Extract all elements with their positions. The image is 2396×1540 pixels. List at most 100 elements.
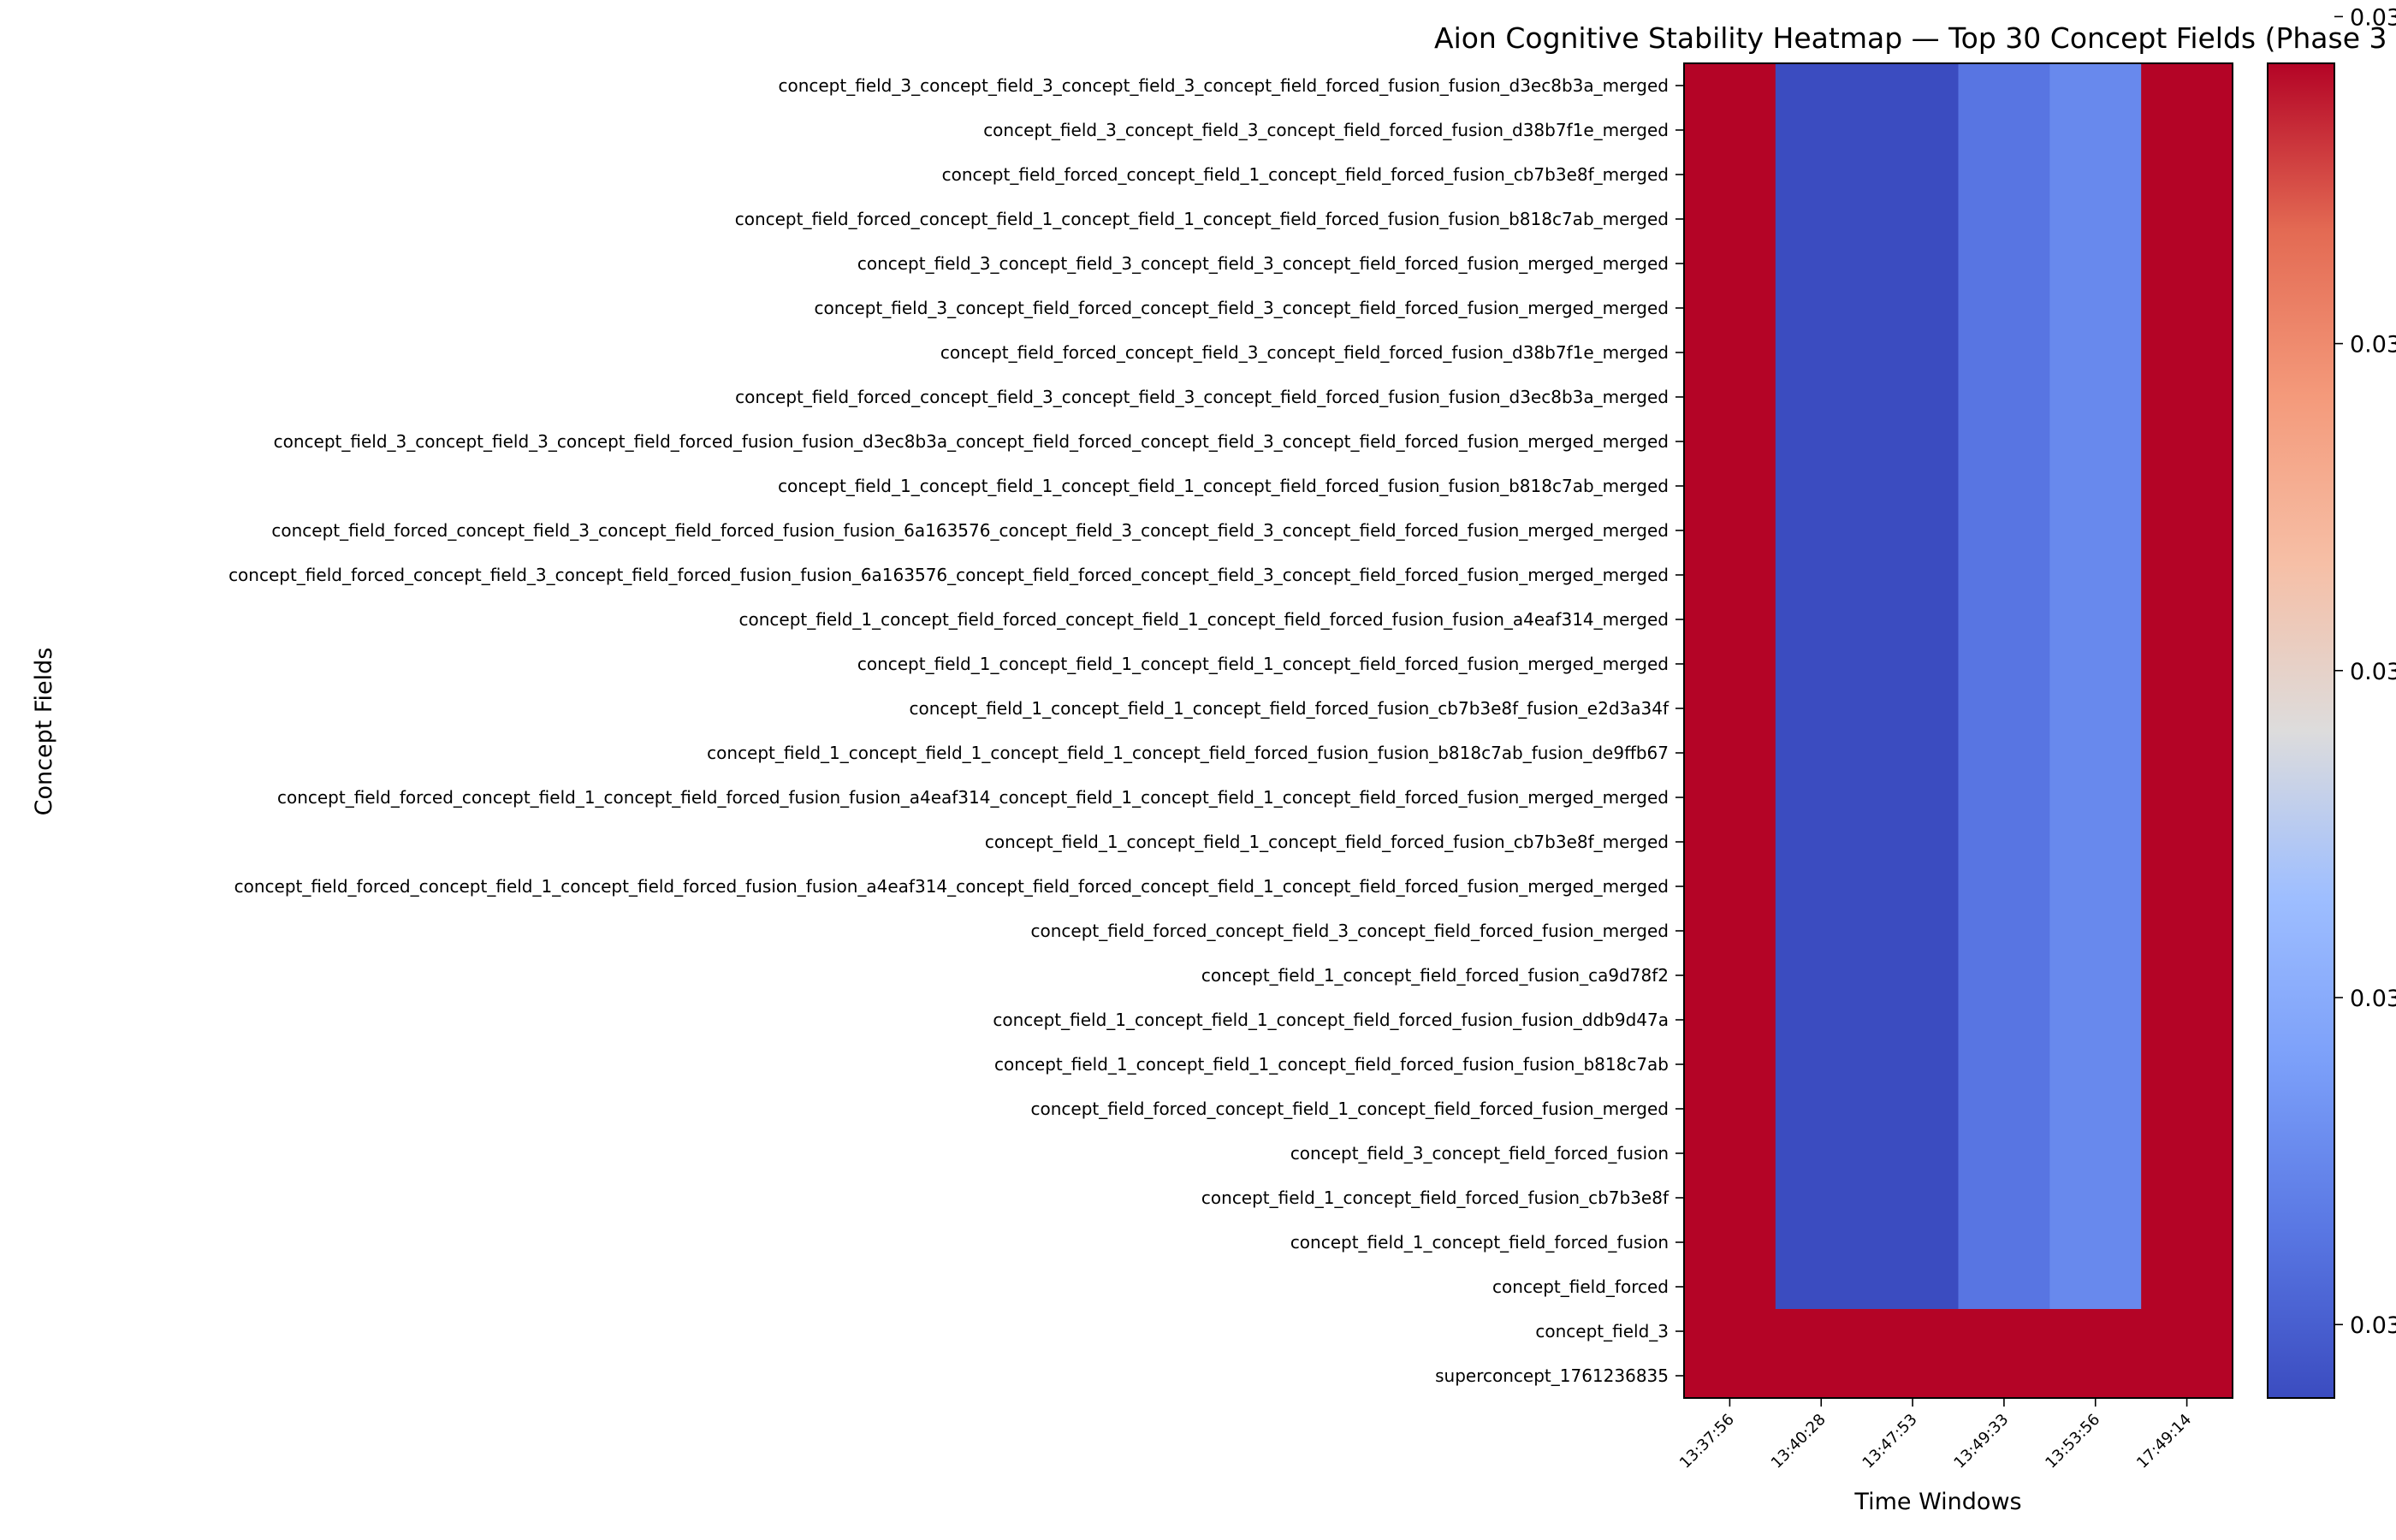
heatmap-cell	[1775, 597, 1868, 643]
heatmap-cell	[1958, 152, 2050, 198]
heatmap-cell	[1684, 553, 1776, 598]
heatmap-cells	[1684, 63, 2233, 1399]
heatmap-cell	[2049, 464, 2142, 509]
heatmap-cell	[2141, 1131, 2233, 1176]
heatmap-cell	[1866, 642, 1960, 687]
heatmap-cell	[2049, 820, 2142, 865]
heatmap-cell	[1958, 998, 2050, 1043]
heatmap-cell	[2141, 330, 2233, 376]
heatmap-cell	[2049, 286, 2142, 331]
heatmap-cell	[1684, 197, 1776, 242]
y-axis-ticks: concept_field_3_concept_field_3_concept_…	[228, 75, 1684, 1386]
heatmap-cell	[2049, 1353, 2142, 1399]
heatmap-cell	[2141, 864, 2233, 909]
heatmap-cell	[1684, 375, 1776, 420]
heatmap-cell	[2049, 1087, 2142, 1132]
heatmap-cell	[1866, 197, 1960, 242]
x-tick-label: 13:40:28	[1768, 1411, 1830, 1472]
y-tick-label: concept_field_forced_concept_field_1_con…	[1031, 1099, 1669, 1119]
heatmap-cell	[1775, 820, 1868, 865]
heatmap-cell	[2141, 1353, 2233, 1399]
y-tick-label: concept_field_1_concept_field_1_concept_…	[707, 743, 1669, 763]
heatmap-cell	[2141, 286, 2233, 331]
heatmap-cell	[1866, 286, 1960, 331]
heatmap-cell	[2049, 1265, 2142, 1310]
y-tick-label: concept_field_forced_concept_field_1_con…	[735, 209, 1669, 229]
heatmap-cell	[1958, 953, 2050, 998]
heatmap-cell	[1684, 63, 1776, 109]
heatmap-cell	[2141, 464, 2233, 509]
heatmap-cell	[1775, 642, 1868, 687]
heatmap-cell	[1866, 820, 1960, 865]
y-tick-label: concept_field_3_concept_field_3_concept_…	[274, 431, 1669, 452]
heatmap-cell	[1958, 375, 2050, 420]
heatmap-cell	[2141, 508, 2233, 554]
y-tick-label: concept_field_forced	[1492, 1276, 1669, 1297]
heatmap-cell	[1866, 1309, 1960, 1354]
y-tick-label: concept_field_forced_concept_field_1_con…	[942, 164, 1669, 185]
heatmap-cell	[1958, 286, 2050, 331]
heatmap-cell	[1775, 197, 1868, 242]
heatmap-cell	[2049, 63, 2142, 109]
heatmap-cell	[1775, 686, 1868, 732]
heatmap-cell	[1775, 953, 1868, 998]
heatmap-cell	[1684, 241, 1776, 287]
heatmap-cell	[1958, 508, 2050, 554]
heatmap-cell	[1775, 286, 1868, 331]
x-axis-label: Time Windows	[1853, 1489, 2021, 1515]
y-tick-label: concept_field_1_concept_field_forced_fus…	[1290, 1232, 1669, 1253]
heatmap-cell	[1775, 1042, 1868, 1087]
heatmap-cell	[2049, 152, 2142, 198]
heatmap-cell	[1775, 464, 1868, 509]
heatmap-cell	[1958, 731, 2050, 776]
heatmap-cell	[2049, 686, 2142, 732]
heatmap-cell	[2049, 953, 2142, 998]
heatmap-cell	[1866, 419, 1960, 465]
heatmap-cell	[1775, 241, 1868, 287]
heatmap-cell	[1684, 642, 1776, 687]
heatmap-cell	[2049, 1131, 2142, 1176]
heatmap-cell	[2141, 953, 2233, 998]
heatmap-cell	[2141, 1042, 2233, 1087]
y-tick-label: concept_field_3_concept_field_3_concept_…	[857, 253, 1669, 274]
heatmap-cell	[1775, 1309, 1868, 1354]
colorbar-tick-label: 0.03	[2350, 332, 2396, 358]
y-tick-label: concept_field_1_concept_field_1_concept_…	[985, 832, 1669, 852]
chart-title: Aion Cognitive Stability Heatmap — Top 3…	[1434, 21, 2387, 55]
y-tick-label: concept_field_1_concept_field_1_concept_…	[778, 476, 1669, 496]
heatmap-cell	[1866, 63, 1960, 109]
x-tick-label: 13:37:56	[1676, 1411, 1738, 1472]
heatmap-cell	[2049, 597, 2142, 643]
heatmap-cell	[1684, 1353, 1776, 1399]
heatmap-cell	[2049, 108, 2142, 153]
heatmap-cell	[2141, 686, 2233, 732]
heatmap-cell	[1958, 108, 2050, 153]
heatmap-cell	[2141, 1176, 2233, 1221]
heatmap-cell	[1775, 1353, 1868, 1399]
heatmap-cell	[1866, 508, 1960, 554]
heatmap-cell	[1775, 909, 1868, 954]
heatmap-cell	[1684, 1042, 1776, 1087]
heatmap-cell	[2141, 998, 2233, 1043]
heatmap-cell	[2049, 1042, 2142, 1087]
heatmap-cell	[1866, 597, 1960, 643]
heatmap-cell	[1684, 508, 1776, 554]
heatmap-cell	[2049, 998, 2142, 1043]
y-tick-label: concept_field_forced_concept_field_3_con…	[271, 520, 1669, 541]
heatmap-cell	[2049, 330, 2142, 376]
heatmap-cell	[1958, 820, 2050, 865]
y-axis-label: Concept Fields	[31, 648, 57, 816]
heatmap-cell	[1775, 330, 1868, 376]
heatmap-cell	[1866, 1042, 1960, 1087]
heatmap-cell	[1958, 1176, 2050, 1221]
heatmap-cell	[1958, 464, 2050, 509]
y-tick-label: concept_field_3_concept_field_forced_con…	[815, 298, 1669, 318]
heatmap-cell	[2141, 63, 2233, 109]
y-tick-label: concept_field_forced_concept_field_3_con…	[1031, 921, 1669, 941]
heatmap-cell	[1684, 1220, 1776, 1265]
heatmap-cell	[1866, 686, 1960, 732]
heatmap-cell	[2049, 1309, 2142, 1354]
heatmap-cell	[1958, 597, 2050, 643]
heatmap-cell	[1866, 553, 1960, 598]
